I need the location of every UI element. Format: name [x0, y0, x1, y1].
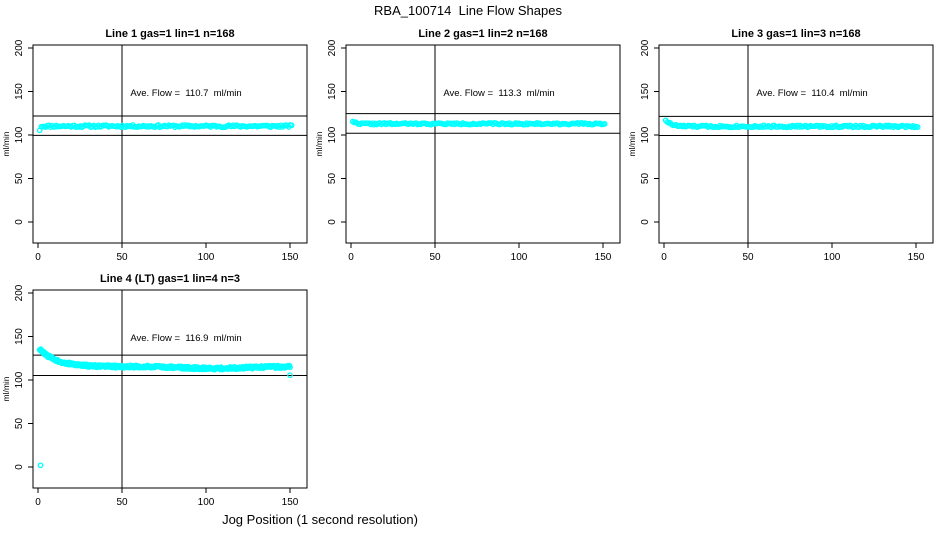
data-point [287, 364, 293, 371]
panel-line-3: 0 50 100 150 0 50 100 150 200 ml/min Line 3 gas=1 … [626, 22, 936, 272]
x-tick-label: 150 [282, 252, 299, 263]
x-axis: 0 50 100 150 [348, 243, 612, 263]
x-tick-label: 0 [348, 252, 354, 263]
panel-line-4: 0 50 100 150 0 50 100 150 200 ml/min Line 4 (LT) g… [0, 267, 313, 517]
panel-line-2: 0 50 100 150 0 50 100 150 200 ml/min Line 2 gas=1 … [313, 22, 626, 272]
x-tick-label: 100 [198, 252, 215, 263]
x-tick-label: 150 [282, 497, 299, 508]
ave-flow-annotation: Ave. Flow = 113.3 ml/min [443, 88, 554, 99]
x-tick-label: 50 [742, 252, 754, 263]
data-point [601, 120, 608, 127]
y-tick-label: 100 [14, 371, 25, 388]
y-tick-label: 150 [640, 83, 651, 100]
y-tick-label: 0 [14, 464, 25, 470]
panel-title: Line 3 gas=1 lin=3 n=168 [731, 28, 860, 40]
x-tick-label: 0 [661, 252, 667, 263]
y-axis: 0 50 100 150 200 [327, 39, 346, 225]
y-tick-label: 50 [14, 173, 25, 185]
reference-lines [346, 45, 620, 243]
outlier-point [36, 127, 43, 134]
y-axis: 0 50 100 150 200 [640, 39, 659, 225]
y-axis-title: ml/min [627, 131, 637, 156]
x-axis-label: Jog Position (1 second resolution) [222, 512, 418, 527]
plot-svg: 0 50 100 150 0 50 100 150 200 ml/min Line 4 (LT) g… [1, 273, 308, 508]
plot-svg: 0 50 100 150 0 50 100 150 200 ml/min Line 2 gas=1 … [314, 28, 621, 263]
x-tick-label: 50 [116, 252, 128, 263]
data-point [914, 124, 921, 130]
y-tick-label: 150 [14, 83, 25, 100]
reference-lines [33, 45, 307, 243]
x-tick-label: 50 [429, 252, 441, 263]
x-tick-label: 50 [116, 497, 128, 508]
panel-line-1: 0 50 100 150 0 50 100 150 200 ml/min Line 1 gas=1 … [0, 22, 313, 272]
reference-lines [33, 290, 307, 488]
y-axis-title: ml/min [314, 131, 324, 156]
y-axis-title: ml/min [1, 376, 11, 401]
y-tick-label: 200 [327, 39, 338, 56]
data-points [662, 117, 921, 131]
ave-flow-annotation: Ave. Flow = 116.9 ml/min [130, 333, 241, 344]
x-axis: 0 50 100 150 [35, 243, 299, 263]
x-tick-label: 100 [198, 497, 215, 508]
ave-flow-annotation: Ave. Flow = 110.7 ml/min [130, 88, 241, 99]
outlier-point [37, 462, 44, 469]
y-tick-label: 100 [327, 126, 338, 143]
y-tick-label: 50 [327, 173, 338, 185]
plot-svg: 0 50 100 150 0 50 100 150 200 ml/min Line 1 gas=1 … [1, 28, 308, 263]
y-axis: 0 50 100 150 200 [14, 39, 33, 225]
x-tick-label: 0 [35, 252, 41, 263]
y-axis-title: ml/min [1, 131, 11, 156]
x-tick-label: 150 [908, 252, 925, 263]
panel-title: Line 1 gas=1 lin=1 n=168 [105, 28, 234, 40]
y-tick-label: 100 [14, 126, 25, 143]
y-axis: 0 50 100 150 200 [14, 284, 33, 470]
y-tick-label: 200 [640, 39, 651, 56]
plot-box [32, 44, 308, 244]
y-tick-label: 150 [14, 328, 25, 345]
plot-box [32, 289, 308, 489]
y-tick-label: 0 [327, 219, 338, 225]
panel-title: Line 2 gas=1 lin=2 n=168 [418, 28, 547, 40]
data-points [36, 346, 293, 469]
outlier-point [287, 372, 293, 379]
y-tick-label: 150 [327, 83, 338, 100]
plot-box [345, 44, 621, 244]
x-tick-label: 100 [511, 252, 528, 263]
y-tick-label: 50 [14, 418, 25, 430]
x-tick-label: 100 [824, 252, 841, 263]
figure-title: RBA_100714 Line Flow Shapes [374, 3, 562, 18]
y-tick-label: 200 [14, 284, 25, 301]
panel-title: Line 4 (LT) gas=1 lin=4 n=3 [100, 273, 240, 285]
y-tick-label: 0 [14, 219, 25, 225]
plot-box [658, 44, 934, 244]
data-points [36, 122, 295, 134]
x-tick-label: 150 [595, 252, 612, 263]
x-tick-label: 0 [35, 497, 41, 508]
data-points [349, 118, 608, 128]
reference-lines [659, 45, 933, 243]
data-point [288, 122, 295, 129]
y-tick-label: 100 [640, 126, 651, 143]
y-tick-label: 200 [14, 39, 25, 56]
y-tick-label: 0 [640, 219, 651, 225]
x-axis: 0 50 100 150 [35, 488, 299, 508]
ave-flow-annotation: Ave. Flow = 110.4 ml/min [756, 88, 867, 99]
y-tick-label: 50 [640, 173, 651, 185]
plot-svg: 0 50 100 150 0 50 100 150 200 ml/min Line 3 gas=1 … [627, 28, 934, 263]
x-axis: 0 50 100 150 [661, 243, 925, 263]
